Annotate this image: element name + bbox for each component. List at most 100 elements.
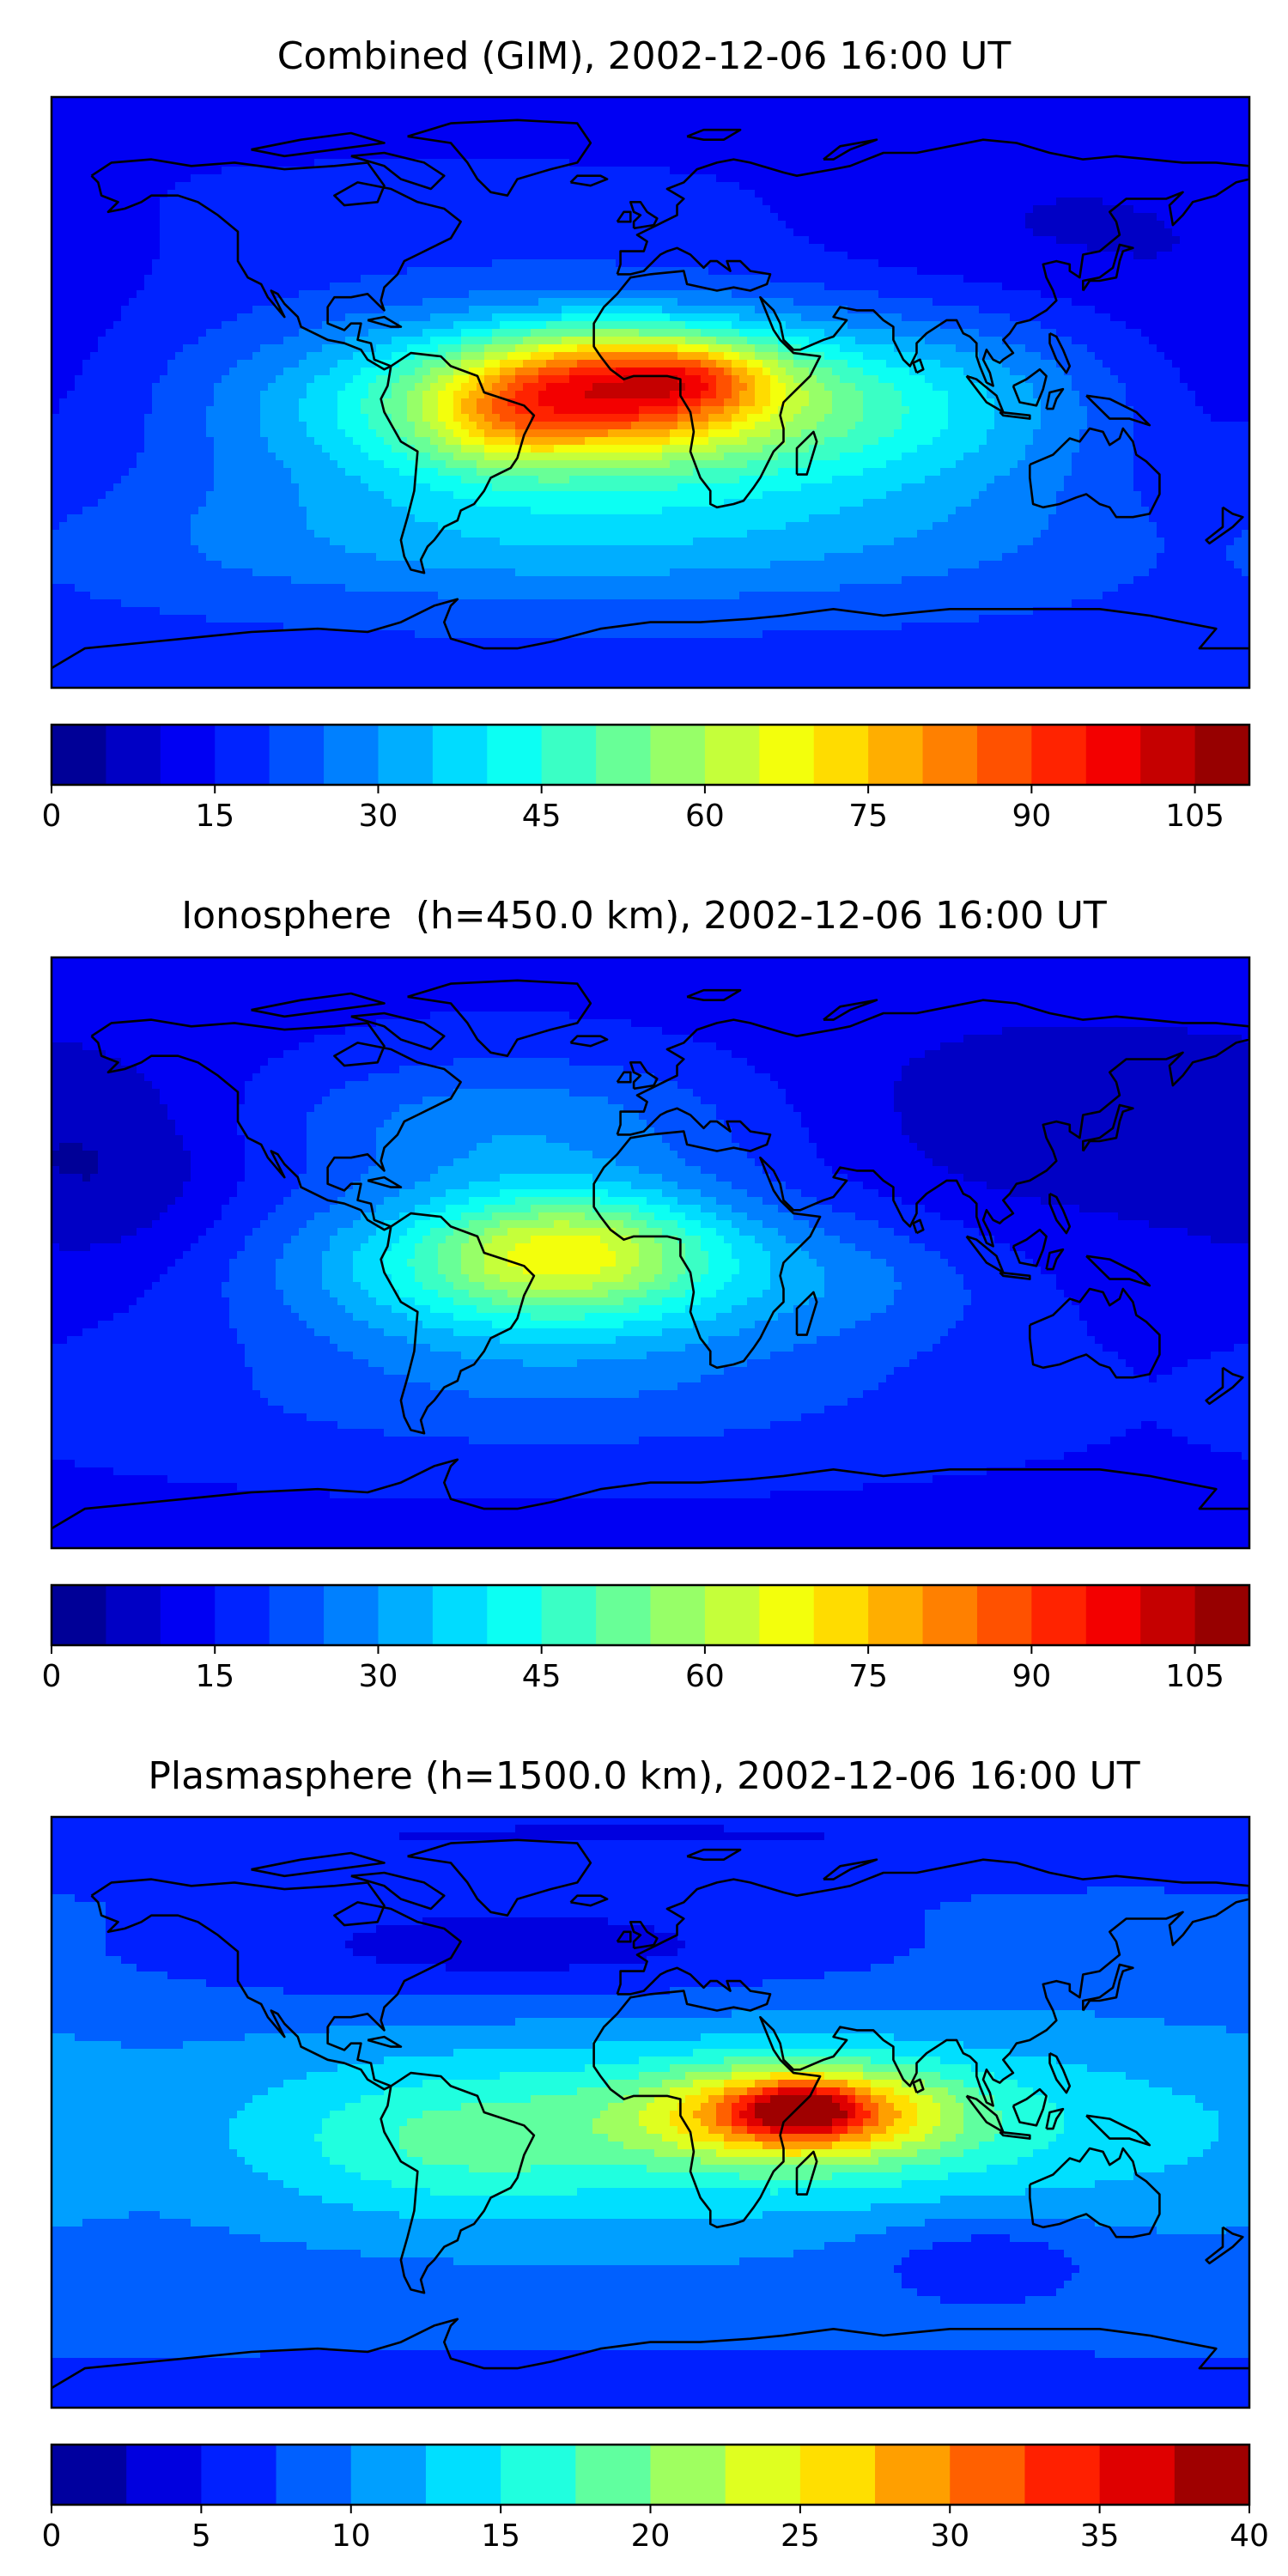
field-cell [152, 259, 161, 268]
field-cell [917, 298, 926, 307]
field-cell [1157, 283, 1165, 291]
field-cell [399, 329, 408, 337]
field-cell [956, 120, 964, 129]
field-cell [1072, 321, 1080, 330]
field-cell [1141, 143, 1150, 152]
field-cell [283, 190, 292, 198]
field-cell [469, 337, 477, 345]
field-cell [1079, 228, 1088, 237]
field-cell [1087, 197, 1096, 206]
field-cell [214, 174, 222, 183]
field-cell [971, 298, 980, 307]
field-cell [59, 205, 68, 214]
field-cell [585, 283, 593, 291]
field-cell [291, 128, 300, 137]
field-cell [685, 151, 694, 160]
field-cell [345, 267, 354, 276]
field-cell [562, 128, 570, 137]
field-cell [956, 275, 964, 283]
field-cell [979, 190, 987, 198]
field-cell [871, 213, 879, 222]
field-cell [546, 267, 555, 276]
field-cell [739, 313, 748, 322]
field-cell [229, 136, 238, 144]
field-cell [268, 120, 276, 129]
field-cell [716, 205, 725, 214]
field-cell [453, 313, 462, 322]
field-cell [956, 174, 964, 183]
field-cell [90, 136, 99, 144]
field-cell [809, 105, 817, 113]
field-cell [994, 128, 1003, 137]
field-cell [1180, 228, 1188, 237]
field-cell [793, 190, 802, 198]
field-cell [376, 205, 385, 214]
field-cell [840, 337, 848, 345]
field-cell [1149, 213, 1157, 222]
field-cell [1095, 205, 1103, 214]
field-cell [500, 228, 508, 237]
field-cell [956, 252, 964, 260]
field-cell [1126, 197, 1134, 206]
field-cell [392, 190, 400, 198]
field-cell [677, 182, 686, 191]
field-cell [1226, 228, 1235, 237]
field-cell [647, 151, 655, 160]
field-cell [1056, 283, 1065, 291]
field-cell [693, 298, 702, 307]
field-cell [832, 221, 841, 229]
field-cell [801, 120, 810, 129]
field-cell [708, 267, 717, 276]
field-cell [453, 136, 462, 144]
field-cell [1103, 313, 1111, 322]
field-cell [167, 275, 176, 283]
field-cell [956, 151, 964, 160]
field-cell [129, 213, 137, 222]
field-cell [98, 105, 106, 113]
field-cell [1195, 213, 1204, 222]
field-cell [933, 167, 941, 175]
field-cell [337, 151, 346, 160]
field-cell [430, 267, 439, 276]
field-cell [608, 128, 617, 137]
field-cell [484, 112, 493, 121]
field-cell [59, 120, 68, 129]
field-cell [755, 298, 763, 307]
field-cell [809, 182, 817, 191]
field-cell [299, 120, 307, 129]
field-cell [461, 306, 470, 314]
field-cell [337, 159, 346, 167]
field-cell [1188, 128, 1196, 137]
field-cell [848, 329, 856, 337]
field-cell [160, 128, 168, 137]
field-cell [1010, 321, 1018, 330]
field-cell [453, 143, 462, 152]
field-cell [276, 221, 284, 229]
field-cell [144, 259, 153, 268]
field-cell [1242, 321, 1249, 330]
field-cell [1110, 337, 1119, 345]
field-cell [685, 228, 694, 237]
field-cell [894, 283, 902, 291]
field-cell [1033, 259, 1042, 268]
field-cell [987, 244, 995, 252]
field-cell [1218, 236, 1227, 245]
field-cell [1164, 267, 1173, 276]
field-cell [206, 190, 215, 198]
field-cell [739, 97, 748, 106]
field-cell [863, 112, 872, 121]
field-cell [538, 159, 547, 167]
field-cell [507, 197, 516, 206]
field-cell [1133, 290, 1142, 299]
field-cell [106, 267, 114, 276]
field-cell [894, 236, 902, 245]
field-cell [500, 283, 508, 291]
field-cell [322, 120, 331, 129]
field-cell [82, 143, 91, 152]
field-cell [75, 182, 83, 191]
field-cell [762, 228, 771, 237]
field-cell [446, 252, 454, 260]
field-cell [933, 128, 941, 137]
field-cell [809, 337, 817, 345]
field-cell [817, 321, 825, 330]
